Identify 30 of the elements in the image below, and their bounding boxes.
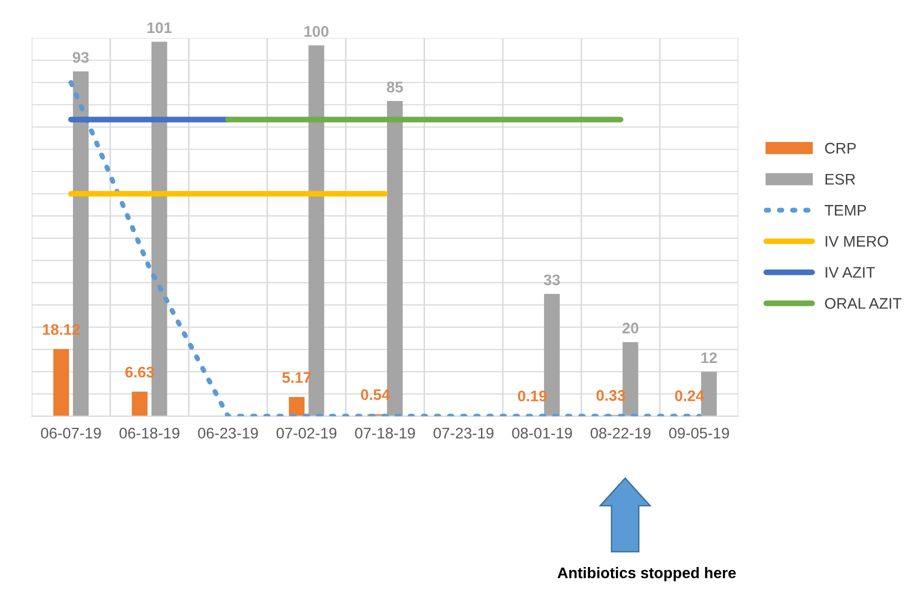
x-tick-label: 08-22-19 — [590, 428, 650, 439]
legend-label: TEMP — [824, 205, 866, 216]
legend-label: ORAL AZIT — [825, 298, 902, 309]
data-label: 0.54 — [360, 389, 390, 400]
x-tick-label: 06-23-19 — [198, 428, 258, 439]
x-tick-label: 08-01-19 — [512, 428, 572, 439]
legend-label: ESR — [826, 174, 856, 185]
x-tick-label: 07-02-19 — [276, 428, 336, 439]
text: Antibiotics stopped here — [558, 567, 736, 582]
x-tick-label: 07-23-19 — [434, 428, 494, 439]
data-label: 18.12 — [43, 324, 80, 335]
data-label: 101 — [148, 22, 172, 34]
data-label: 100 — [304, 26, 328, 37]
data-label: 6.63 — [125, 366, 154, 378]
data-label: 93 — [72, 52, 89, 63]
data-label: 0.19 — [518, 390, 547, 402]
data-label: 85 — [386, 82, 403, 92]
legend-label: CRP — [825, 142, 856, 154]
x-tick-label: 06-07-19 — [40, 428, 101, 439]
data-label: 0.33 — [596, 390, 626, 401]
legend-label: IV MERO — [826, 236, 888, 247]
data-label: 20 — [622, 322, 638, 334]
legend-label: IV AZIT — [826, 267, 875, 278]
x-tick-label: 07-18-19 — [355, 428, 415, 439]
x-tick-label: 06-18-19 — [120, 428, 180, 439]
data-label: 5.17 — [282, 372, 311, 383]
data-label: 33 — [544, 274, 560, 286]
data-label: 12 — [701, 352, 717, 364]
x-tick-label: 09-05-19 — [669, 428, 729, 439]
data-label: 0.24 — [675, 390, 704, 402]
